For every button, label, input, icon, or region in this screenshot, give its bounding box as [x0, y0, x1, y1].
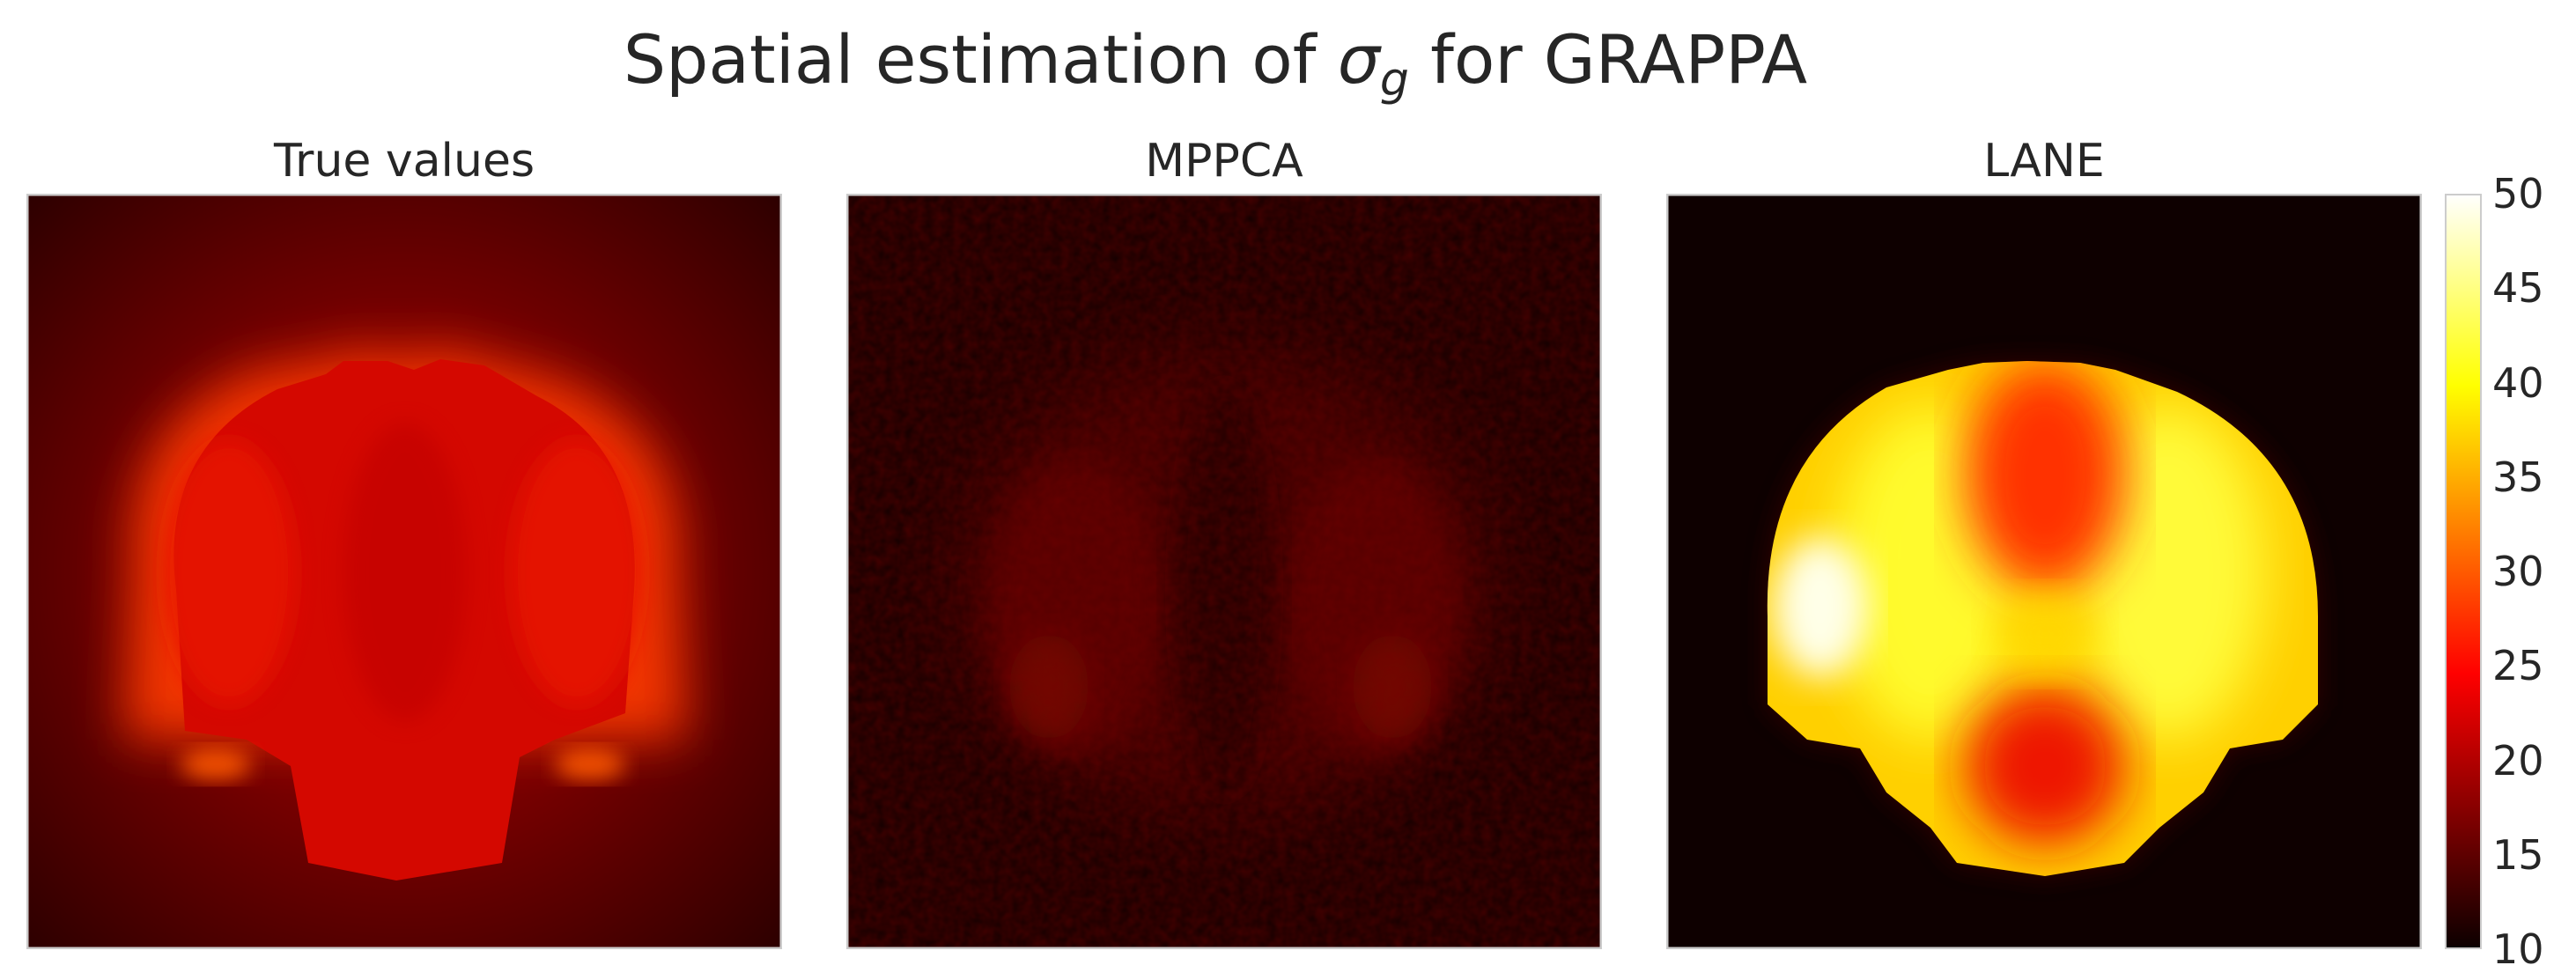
colorbar-gradient	[2445, 194, 2482, 949]
colorbar-tick-label: 50	[2492, 170, 2544, 217]
figure-title-subscript: g	[1379, 54, 1409, 107]
figure-title-symbol: σ	[1337, 20, 1380, 99]
true-values-frame	[26, 194, 782, 949]
mppca-noise-texture	[846, 194, 1602, 949]
heatmap-mppca	[846, 194, 1602, 949]
colorbar-fill	[2445, 194, 2482, 949]
lane-central-bridge	[1992, 594, 2098, 674]
heatmap-true-values	[26, 194, 782, 949]
panel-title-true-values: True values	[273, 135, 535, 188]
lane-upper-central-region	[1966, 361, 2124, 590]
figure-title-suffix: for GRAPPA	[1408, 20, 1808, 99]
colorbar-tick-label: 40	[2492, 358, 2544, 407]
figure-title: Spatial estimation of σg for GRAPPA	[0, 16, 2431, 104]
colorbar-tick-label: 25	[2492, 642, 2544, 690]
heatmap-panel-lane	[1666, 194, 2422, 949]
colorbar-tick-label: 20	[2492, 736, 2544, 785]
true-values-lower-left-spot	[181, 748, 251, 780]
colorbar-frame	[2445, 194, 2482, 949]
mppca-frame	[846, 194, 1602, 949]
colorbar-tick-label: 10	[2492, 925, 2544, 973]
lane-frame	[1666, 194, 2422, 949]
true-values-right-lobe	[511, 440, 643, 704]
panel-title-lane: LANE	[1983, 135, 2105, 188]
true-values-center	[343, 423, 467, 722]
colorbar-tick-label: 30	[2492, 548, 2544, 595]
panel-title-mppca: MPPCA	[1145, 135, 1303, 188]
colorbar-tick-label: 15	[2492, 830, 2544, 879]
true-values-lower-right-spot	[555, 748, 625, 780]
true-values-left-lobe	[163, 440, 295, 704]
heatmap-panel-mppca	[846, 194, 1602, 949]
lane-lower-central-region	[1966, 687, 2124, 845]
colorbar	[2445, 194, 2482, 949]
colorbar-tick-label: 45	[2492, 264, 2544, 313]
figure-title-prefix: Spatial estimation of	[623, 20, 1338, 99]
heatmap-panel-true-values	[26, 194, 782, 949]
colorbar-tick-label: 35	[2492, 453, 2544, 501]
lane-left-hotspot	[1772, 537, 1869, 678]
heatmap-lane	[1666, 194, 2422, 949]
